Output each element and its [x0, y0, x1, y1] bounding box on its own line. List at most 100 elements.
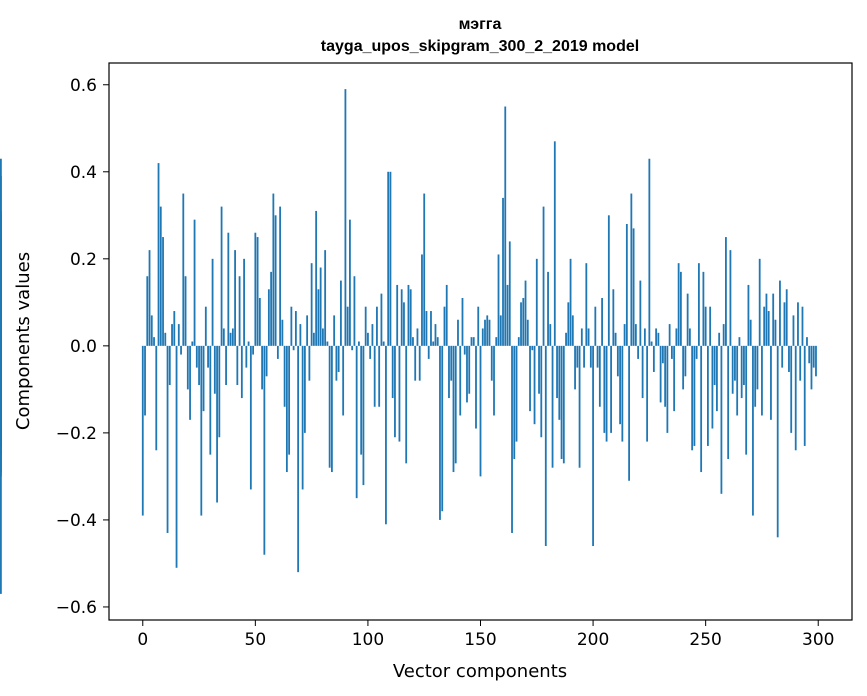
bar-component-287	[788, 345, 790, 372]
bar-component-223	[643, 328, 646, 346]
bar-component-163	[508, 241, 511, 346]
bar-component-200	[592, 345, 594, 547]
bar-component-140	[457, 319, 459, 346]
bar-component-293	[801, 306, 804, 346]
bar-component-198	[587, 328, 590, 346]
bar-component-173	[531, 345, 534, 351]
bar-component-184	[556, 345, 558, 399]
bar-component-91	[346, 306, 349, 346]
bar-component-5	[153, 337, 155, 346]
bar-component-131	[436, 337, 439, 346]
bar-component-53	[261, 345, 264, 390]
bar-component-273	[756, 345, 759, 390]
bar-component-126	[425, 311, 428, 346]
bar-component-207	[607, 215, 610, 346]
bar-component-181	[549, 324, 552, 346]
bar-component-144	[466, 345, 468, 403]
bar-component-219	[634, 324, 637, 346]
bar-component-95	[355, 345, 358, 499]
bar-component-234	[668, 324, 671, 346]
bar-component-116	[403, 302, 405, 346]
bar-component-169	[522, 297, 525, 346]
bar-component-209	[612, 289, 615, 346]
bar-component-217	[630, 193, 633, 346]
bar-component-237	[675, 328, 678, 346]
bar-component-4	[150, 315, 153, 346]
bar-component-58	[272, 193, 275, 346]
bar-component-151	[481, 328, 484, 346]
bar-component-261	[729, 250, 732, 346]
bar-component-147	[472, 337, 475, 346]
bar-component-182	[551, 345, 554, 468]
bar-component-27	[202, 345, 205, 412]
bar-component-231	[661, 345, 664, 364]
bar-component-197	[585, 263, 588, 346]
bar-component-69	[297, 345, 300, 573]
bar-component-142	[461, 297, 464, 346]
bar-component-185	[558, 345, 561, 420]
bar-component-206	[605, 345, 608, 442]
bar-component-175	[535, 258, 538, 346]
bar-component-227	[652, 345, 655, 372]
bar-component-44	[240, 345, 243, 399]
bar-component-38	[227, 232, 230, 346]
y-tick-label: 0.4	[70, 163, 97, 183]
bar-component-13	[171, 324, 173, 346]
bar-component-148	[475, 345, 477, 429]
bar-component-80	[321, 328, 324, 346]
bar-component-3	[148, 250, 151, 346]
bar-component-174	[533, 345, 536, 425]
bar-component-266	[740, 345, 743, 399]
bar-component-177	[540, 345, 543, 438]
bar-component-276	[763, 306, 766, 346]
bar-component-279	[770, 345, 772, 420]
bar-component-233	[666, 345, 669, 433]
bar-component-108	[385, 345, 387, 525]
bar-component-210	[614, 332, 617, 346]
bar-component-75	[310, 263, 313, 346]
bar-component-50	[254, 232, 257, 346]
bar-component-40	[231, 328, 234, 346]
bar-component-258	[722, 324, 725, 346]
bar-component-41	[234, 250, 236, 346]
bar-component-191	[571, 315, 574, 346]
bar-component-132	[439, 345, 441, 520]
bar-component-176	[538, 345, 540, 394]
bar-component-124	[421, 254, 423, 346]
bar-component-102	[371, 324, 374, 346]
bar-component-101	[369, 345, 372, 359]
bar-component-254	[713, 345, 716, 386]
bar-component-29	[207, 345, 209, 368]
x-tick-label: 250	[689, 630, 721, 650]
bar-component-171	[526, 319, 529, 346]
bar-component-109	[387, 171, 390, 346]
bar-component-125	[423, 193, 426, 346]
bar-component-193	[576, 345, 579, 368]
bar-component-230	[659, 345, 662, 403]
bar-component-23	[193, 219, 196, 346]
bar-component-218	[632, 228, 635, 346]
bar-component-203	[598, 345, 601, 407]
x-tick-label: 100	[352, 630, 384, 650]
bar-component-161	[504, 106, 507, 346]
bar-component-195	[580, 328, 583, 346]
bar-component-110	[389, 171, 392, 346]
bar-component-228	[655, 328, 658, 346]
bar-component-213	[621, 345, 624, 442]
bar-component-296	[808, 345, 811, 364]
bar-component-226	[650, 341, 653, 346]
bar-component-222	[641, 345, 644, 399]
bar-component-272	[754, 345, 757, 407]
bar-component-146	[470, 337, 473, 346]
bar-component-127	[427, 345, 430, 359]
bar-component-187	[562, 345, 565, 464]
bar-component-154	[488, 319, 491, 346]
x-axis: 0 50 100 150 200 250 300	[137, 620, 834, 650]
bar-component-243	[688, 328, 691, 346]
bar-component-286	[785, 289, 788, 346]
bar-component-251	[707, 345, 709, 446]
bar-component-270	[749, 319, 752, 346]
bar-component-216	[628, 345, 631, 481]
bar-component-162	[506, 284, 509, 346]
bar-component-282	[776, 345, 779, 538]
